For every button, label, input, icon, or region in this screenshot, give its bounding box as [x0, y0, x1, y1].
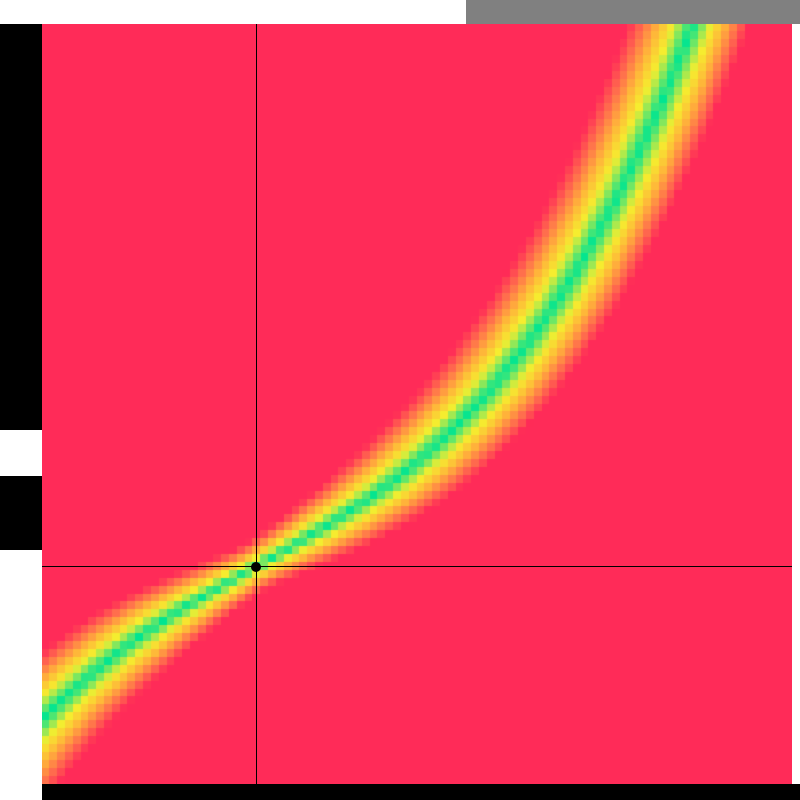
- left-black-bar2: [0, 476, 42, 550]
- left-black-bar1: [0, 24, 42, 430]
- top-gray-bar: [466, 0, 800, 24]
- vertical-axis: [256, 24, 257, 784]
- origin-marker: [251, 562, 261, 572]
- plot-container: [0, 0, 800, 800]
- heatmap-canvas: [42, 24, 792, 784]
- horizontal-axis: [42, 566, 792, 567]
- left-white-gap: [0, 430, 42, 476]
- bottom-black-bar: [42, 784, 800, 800]
